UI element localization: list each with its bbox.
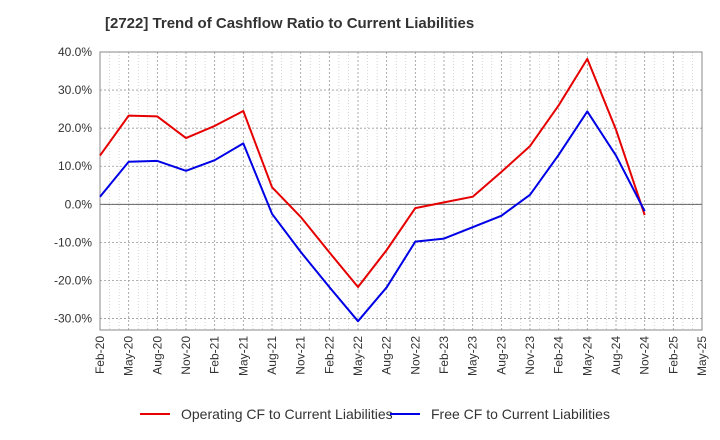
x-tick-label: Nov-24 bbox=[638, 336, 652, 375]
x-tick-label: Feb-21 bbox=[208, 336, 222, 374]
x-tick-label: May-23 bbox=[466, 336, 480, 376]
plot-area-frame bbox=[99, 51, 703, 331]
x-tick-label: Aug-21 bbox=[265, 336, 279, 375]
x-tick-label: Nov-20 bbox=[179, 336, 193, 375]
y-tick-label: 20.0% bbox=[58, 121, 92, 135]
y-tick-label: 40.0% bbox=[58, 45, 92, 59]
y-tick-label: -20.0% bbox=[54, 273, 92, 287]
x-tick-label: May-22 bbox=[351, 336, 365, 376]
y-tick-label: 30.0% bbox=[58, 83, 92, 97]
y-axis-tick-labels: 40.0% 30.0% 20.0% 10.0% 0.0% -10.0% -20.0% -30.… bbox=[54, 45, 92, 326]
series-line-1 bbox=[99, 57, 646, 288]
x-tick-label: Feb-23 bbox=[437, 336, 451, 374]
gridlines bbox=[99, 51, 703, 330]
x-tick-label: Feb-24 bbox=[552, 336, 566, 374]
y-tick-label: -30.0% bbox=[54, 312, 92, 326]
y-tick-label: 10.0% bbox=[58, 159, 92, 173]
x-tick-label: Feb-25 bbox=[666, 336, 680, 374]
series-line-2 bbox=[99, 110, 646, 323]
x-tick-label: Aug-22 bbox=[380, 336, 394, 375]
x-tick-label: Nov-22 bbox=[408, 336, 422, 375]
x-tick-label: May-20 bbox=[122, 336, 136, 376]
x-tick-label: Aug-20 bbox=[150, 336, 164, 375]
x-tick-label: Aug-23 bbox=[494, 336, 508, 375]
x-tick-label: Nov-23 bbox=[523, 336, 537, 375]
y-tick-label: 0.0% bbox=[65, 197, 93, 211]
x-tick-label: Nov-21 bbox=[294, 336, 308, 375]
x-axis-tick-labels: Feb-20 May-20 Aug-20 Nov-20 Feb-21 May-21 Aug-… bbox=[93, 336, 709, 376]
x-tick-label: Feb-22 bbox=[322, 336, 336, 374]
legend: Operating CF to Current Liabilities Free … bbox=[140, 406, 610, 422]
x-tick-label: Feb-20 bbox=[93, 336, 107, 374]
x-tick-label: Aug-24 bbox=[609, 336, 623, 375]
x-tick-label: May-21 bbox=[236, 336, 250, 376]
legend-label-2: Free CF to Current Liabilities bbox=[431, 406, 610, 422]
chart-title: [2722] Trend of Cashflow Ratio to Curren… bbox=[105, 15, 475, 32]
x-tick-label: May-24 bbox=[580, 336, 594, 376]
series-lines bbox=[99, 57, 646, 323]
legend-label-1: Operating CF to Current Liabilities bbox=[181, 406, 393, 422]
x-tick-label: May-25 bbox=[695, 336, 709, 376]
y-tick-label: -10.0% bbox=[54, 235, 92, 249]
